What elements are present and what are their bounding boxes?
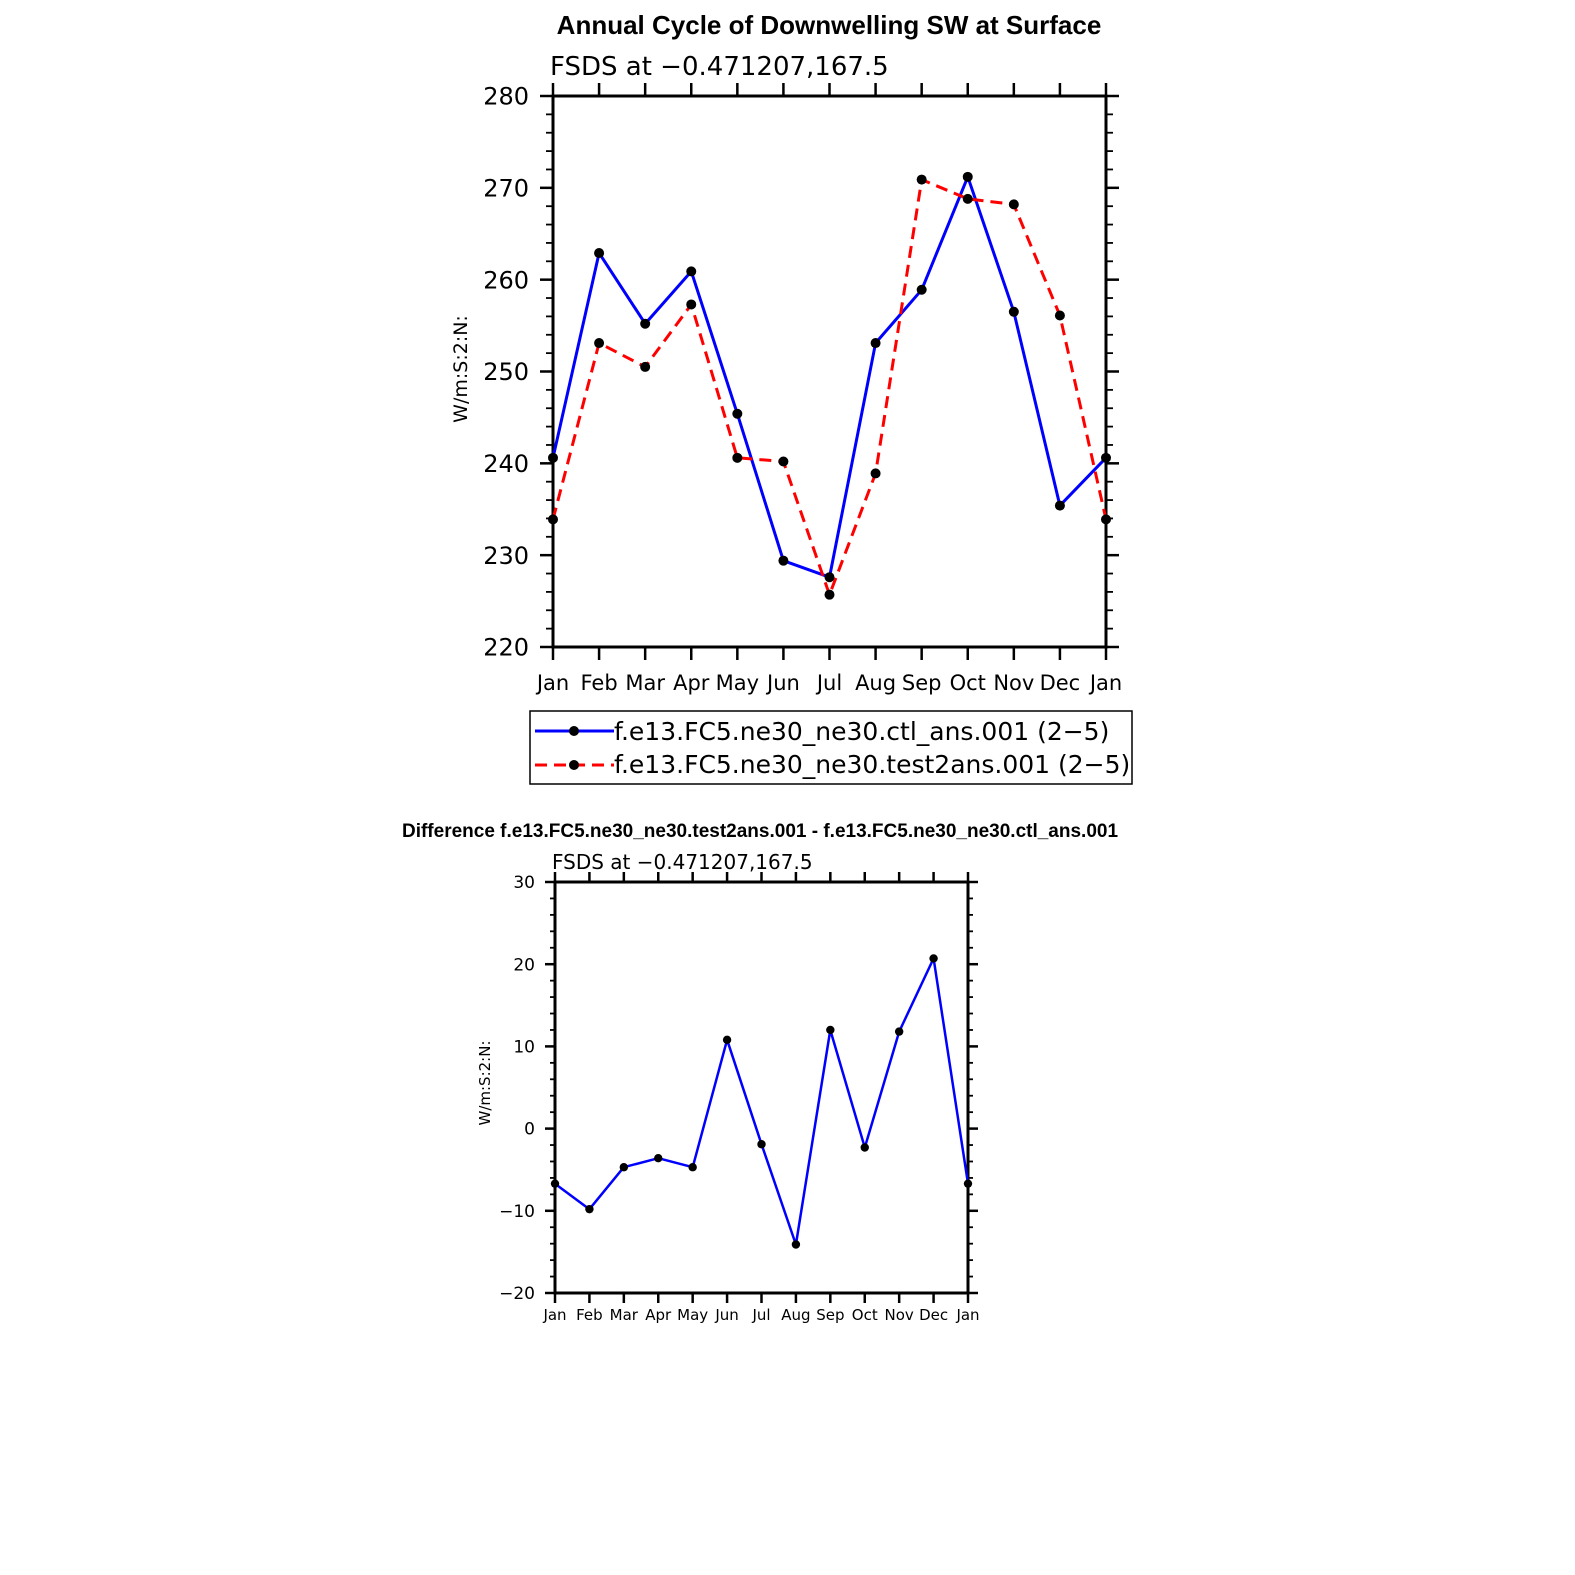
top-series-point-1 xyxy=(686,299,697,310)
top-xtick-label: Nov xyxy=(993,671,1034,695)
legend-label-ctl: f.e13.FC5.ne30_ne30.ctl_ans.001 (2−5) xyxy=(614,717,1109,746)
top-series-point-0 xyxy=(778,555,789,566)
top-xtick-label: Dec xyxy=(1040,671,1081,695)
legend-marker-test xyxy=(569,760,579,770)
top-xtick-label: May xyxy=(716,671,759,695)
bottom-xtick-label: Nov xyxy=(885,1306,914,1324)
legend-entry-ctl: f.e13.FC5.ne30_ne30.ctl_ans.001 (2−5) xyxy=(535,717,1109,746)
top-series-point-1 xyxy=(778,456,789,467)
bottom-ytick-label: 0 xyxy=(524,1120,535,1140)
legend-box xyxy=(529,710,1133,785)
bottom-xtick-label: Dec xyxy=(919,1306,948,1324)
top-chart-ylabel: W/m:S:2:N: xyxy=(450,315,472,423)
bottom-xtick-label: May xyxy=(677,1306,708,1324)
bottom-xtick-label: Jun xyxy=(714,1306,738,1324)
legend: f.e13.FC5.ne30_ne30.ctl_ans.001 (2−5) f.… xyxy=(529,710,1133,785)
top-series-point-1 xyxy=(732,452,743,463)
bottom-series-point-0 xyxy=(688,1163,697,1172)
bottom-ytick-label: 10 xyxy=(513,1038,535,1058)
bottom-series-point-0 xyxy=(654,1153,663,1163)
top-series-point-0 xyxy=(594,248,605,259)
legend-entry-test: f.e13.FC5.ne30_ne30.test2ans.001 (2−5) xyxy=(535,750,1130,779)
legend-marker-ctl xyxy=(569,726,579,736)
top-ytick-label: 260 xyxy=(483,266,529,294)
top-xtick-label: Aug xyxy=(855,671,896,695)
bottom-xtick-label: Mar xyxy=(610,1306,639,1324)
top-ytick-label: 280 xyxy=(483,83,529,111)
bottom-chart-subtitle: FSDS at −0.471207,167.5 xyxy=(552,850,813,874)
top-xtick-label: Feb xyxy=(580,671,617,695)
top-xtick-label: Jun xyxy=(765,671,800,695)
top-series-point-0 xyxy=(824,572,835,583)
bottom-series-point-0 xyxy=(860,1143,869,1152)
top-series-point-1 xyxy=(1054,310,1065,321)
top-series-point-0 xyxy=(640,318,651,329)
bottom-series-point-0 xyxy=(963,1179,973,1188)
bottom-series-point-0 xyxy=(619,1163,629,1172)
bottom-series-point-0 xyxy=(791,1240,801,1249)
bottom-ytick-label: −20 xyxy=(499,1284,535,1304)
bottom-xtick-label: Feb xyxy=(576,1306,603,1324)
difference-chart: Difference f.e13.FC5.ne30_ne30.test2ans.… xyxy=(402,821,1118,1324)
bottom-xtick-label: Apr xyxy=(645,1306,672,1324)
top-xtick-label: Apr xyxy=(673,671,710,695)
bottom-chart-ylabel: W/m:S:2:N: xyxy=(476,1041,494,1126)
bottom-ytick-label: 30 xyxy=(513,873,535,893)
bottom-xtick-label: Sep xyxy=(816,1306,844,1324)
bottom-series-point-0 xyxy=(550,1179,560,1188)
bottom-xtick-label: Aug xyxy=(781,1306,810,1324)
bottom-xtick-label: Oct xyxy=(852,1306,878,1324)
top-xtick-label: Jul xyxy=(815,671,842,695)
top-series-point-1 xyxy=(1101,514,1111,525)
top-ytick-label: 240 xyxy=(483,450,529,478)
bottom-series-point-0 xyxy=(757,1140,766,1149)
top-series-point-0 xyxy=(916,284,927,295)
top-xtick-label: Jan xyxy=(535,671,569,695)
top-series-point-1 xyxy=(916,174,927,185)
bottom-xtick-label: Jan xyxy=(542,1306,566,1324)
top-series-point-1 xyxy=(1008,199,1019,210)
top-series-point-0 xyxy=(732,408,743,419)
top-xtick-label: Sep xyxy=(902,671,942,695)
top-series-point-0 xyxy=(686,266,697,277)
legend-label-test: f.e13.FC5.ne30_ne30.test2ans.001 (2−5) xyxy=(614,750,1130,779)
bottom-series-point-0 xyxy=(826,1025,835,1035)
top-ytick-label: 220 xyxy=(483,634,529,662)
top-ytick-label: 250 xyxy=(483,358,529,386)
top-chart-subtitle: FSDS at −0.471207,167.5 xyxy=(550,52,889,82)
bottom-series-point-0 xyxy=(929,954,938,963)
top-xtick-label: Mar xyxy=(625,671,665,695)
bottom-series-point-0 xyxy=(894,1027,904,1036)
bottom-ytick-label: 20 xyxy=(513,955,535,975)
bottom-series-point-0 xyxy=(722,1035,732,1045)
bottom-chart-title: Difference f.e13.FC5.ne30_ne30.test2ans.… xyxy=(402,821,1118,842)
top-series-point-0 xyxy=(1054,500,1065,511)
top-chart-title: Annual Cycle of Downwelling SW at Surfac… xyxy=(557,10,1102,40)
top-ytick-label: 270 xyxy=(483,174,529,202)
top-series-point-0 xyxy=(962,171,973,182)
annual-cycle-chart: Annual Cycle of Downwelling SW at Surfac… xyxy=(450,10,1133,785)
top-xtick-label: Oct xyxy=(950,671,986,695)
bottom-xtick-label: Jan xyxy=(955,1306,979,1324)
top-series-point-0 xyxy=(548,452,558,463)
top-series-point-1 xyxy=(870,468,881,479)
top-ytick-label: 230 xyxy=(483,542,529,570)
top-series-point-0 xyxy=(1008,306,1019,317)
top-series-point-1 xyxy=(548,514,558,525)
top-series-point-1 xyxy=(962,193,973,204)
top-series-point-1 xyxy=(640,361,651,372)
bottom-ytick-label: −10 xyxy=(499,1202,535,1222)
bottom-series-point-0 xyxy=(585,1204,594,1214)
top-series-point-1 xyxy=(594,338,605,349)
top-xtick-label: Jan xyxy=(1088,671,1122,695)
bottom-xtick-label: Jul xyxy=(751,1306,770,1324)
top-series-point-0 xyxy=(1101,452,1111,463)
top-series-point-1 xyxy=(824,589,835,600)
top-series-point-0 xyxy=(870,338,881,349)
